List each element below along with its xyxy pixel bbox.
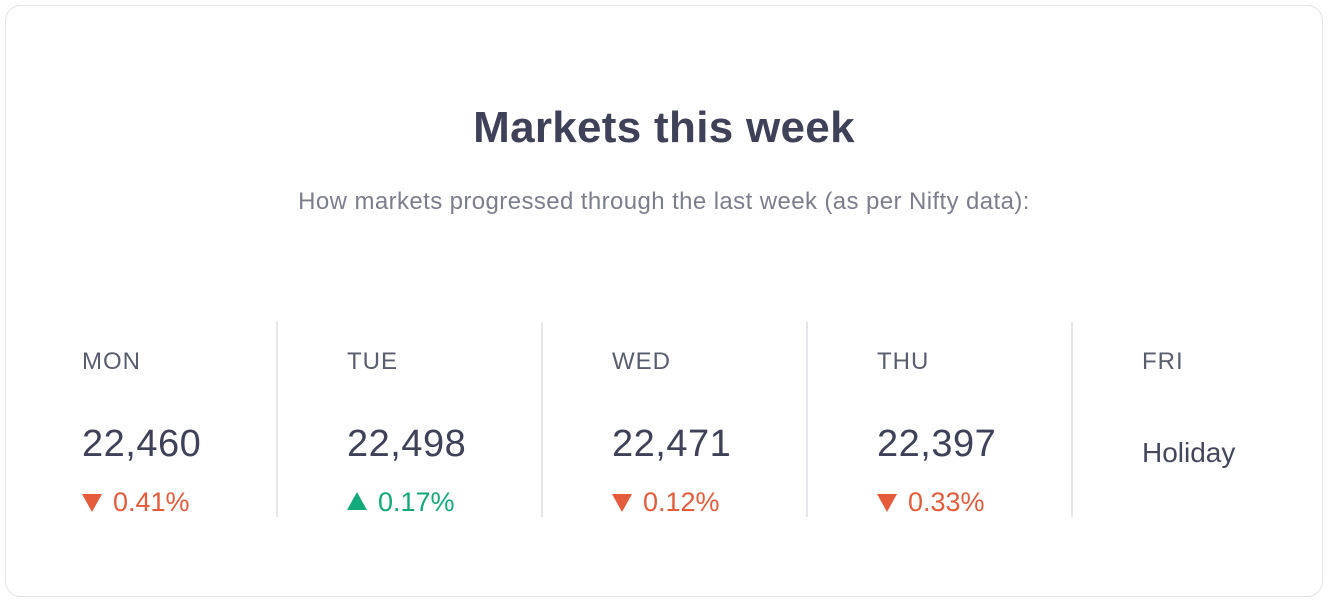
- triangle-down-icon: [82, 494, 102, 512]
- change-indicator: 0.33%: [877, 486, 985, 518]
- day-column-tue: TUE 22,498 0.17%: [276, 322, 541, 517]
- card-title: Markets this week: [473, 103, 855, 152]
- day-label: THU: [877, 348, 930, 375]
- index-value: 22,471: [612, 423, 732, 465]
- change-indicator: 0.41%: [82, 486, 190, 518]
- day-column-wed: WED 22,471 0.12%: [541, 322, 806, 517]
- triangle-down-icon: [612, 494, 632, 512]
- change-percent: 0.12%: [643, 487, 720, 517]
- index-value: 22,397: [877, 423, 997, 465]
- day-label: TUE: [347, 348, 398, 375]
- day-label: WED: [612, 348, 671, 375]
- index-value: 22,498: [347, 423, 467, 465]
- change-indicator: 0.12%: [612, 486, 720, 518]
- index-value: 22,460: [82, 423, 202, 465]
- card-subtitle: How markets progressed through the last …: [298, 188, 1030, 215]
- day-label: FRI: [1142, 348, 1184, 375]
- change-indicator: 0.17%: [347, 486, 455, 518]
- holiday-label: Holiday: [1142, 437, 1236, 468]
- triangle-up-icon: [347, 492, 367, 510]
- change-percent: 0.41%: [113, 487, 190, 517]
- markets-card: Markets this week How markets progressed…: [5, 5, 1323, 597]
- day-column-thu: THU 22,397 0.33%: [806, 322, 1071, 517]
- day-label: MON: [82, 348, 141, 375]
- day-column-mon: MON 22,460 0.41%: [19, 322, 276, 517]
- days-row: MON 22,460 0.41% TUE 22,498 0.17% WED 22…: [19, 322, 1311, 517]
- change-percent: 0.17%: [378, 487, 455, 517]
- change-percent: 0.33%: [908, 487, 985, 517]
- triangle-down-icon: [877, 494, 897, 512]
- day-column-fri: FRI Holiday: [1071, 322, 1311, 517]
